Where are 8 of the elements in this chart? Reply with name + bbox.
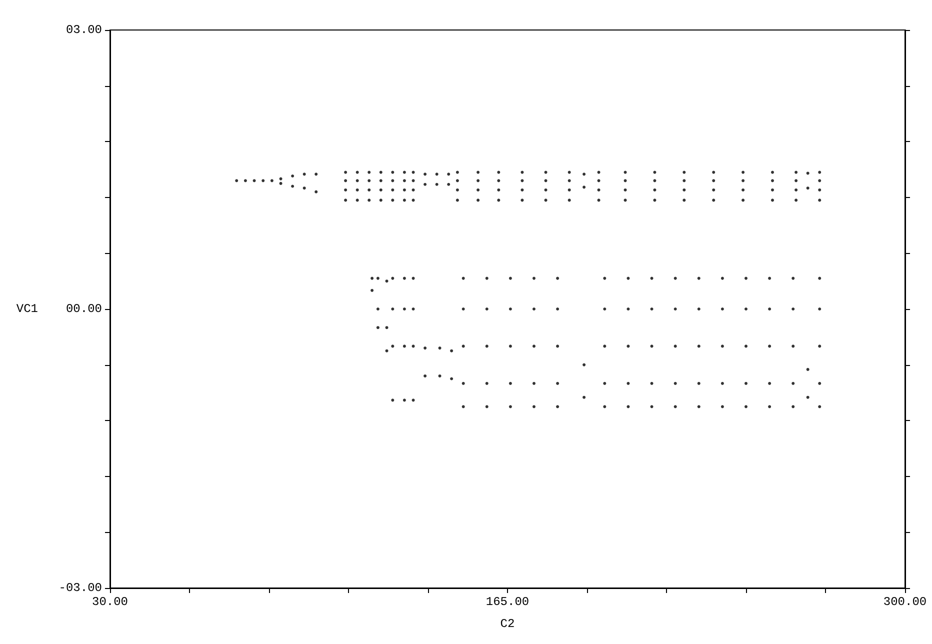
- y-tick-label: 03.00: [66, 23, 102, 37]
- y-tick-label: -03.00: [58, 581, 102, 595]
- y-axis-title: VC1: [16, 302, 38, 316]
- x-tick-label: 30.00: [92, 595, 128, 609]
- x-tick-label: 165.00: [486, 595, 530, 609]
- x-tick-label: 300.00: [883, 595, 927, 609]
- x-axis-title: C2: [500, 617, 515, 631]
- y-tick-label: 00.00: [66, 302, 102, 316]
